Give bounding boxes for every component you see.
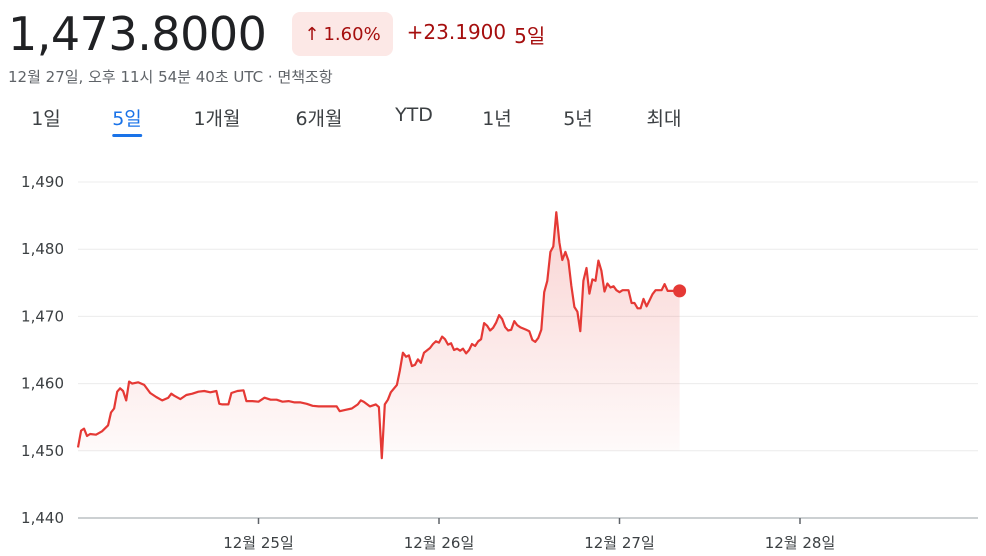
tab-1y[interactable]: 1년 (482, 108, 512, 130)
last-price-dot (673, 284, 687, 298)
y-tick-label: 1,460 (21, 375, 64, 393)
x-tick-label: 12월 26일 (404, 534, 475, 552)
tab-5d[interactable]: 5일 (112, 104, 142, 137)
tab-1d[interactable]: 1일 (31, 108, 61, 130)
price-area-fill (78, 212, 680, 459)
y-tick-label: 1,480 (21, 240, 64, 258)
range-tabs: 1일 5일 1개월 6개월 YTD 1년 5년 최대 (0, 104, 986, 144)
change-value: +23.1900 (406, 19, 507, 44)
x-tick-label: 12월 25일 (223, 534, 294, 552)
y-tick-label: 1,450 (21, 442, 64, 460)
tab-max[interactable]: 최대 (646, 108, 682, 130)
change-percent: 1.60% (323, 23, 381, 45)
tab-1m[interactable]: 1개월 (193, 108, 241, 130)
price-line (76, 211, 680, 460)
y-tick-label: 1,470 (21, 307, 64, 325)
tab-5y[interactable]: 5년 (563, 108, 593, 130)
y-tick-label: 1,490 (21, 173, 64, 191)
price-row: 1,473.8000 ↑ 1.60% +23.1900 5일 (8, 4, 545, 64)
change-summary: +23.1900 5일 (407, 20, 546, 49)
change-period: 5일 (514, 23, 546, 48)
y-tick-label: 1,440 (21, 509, 64, 527)
tab-6m[interactable]: 6개월 (295, 108, 343, 130)
arrow-up-icon: ↑ (304, 23, 320, 45)
x-tick-label: 12월 27일 (584, 534, 655, 552)
quote-header: 1,473.8000 ↑ 1.60% +23.1900 5일 12월 27일, … (8, 4, 545, 87)
change-percent-badge: ↑ 1.60% (292, 12, 393, 56)
x-tick-label: 12월 28일 (765, 534, 836, 552)
current-price: 1,473.8000 (8, 7, 267, 61)
timestamp-disclaimer[interactable]: 12월 27일, 오후 11시 54분 40초 UTC · 면책조항 (8, 68, 333, 86)
tab-ytd[interactable]: YTD (395, 104, 433, 126)
